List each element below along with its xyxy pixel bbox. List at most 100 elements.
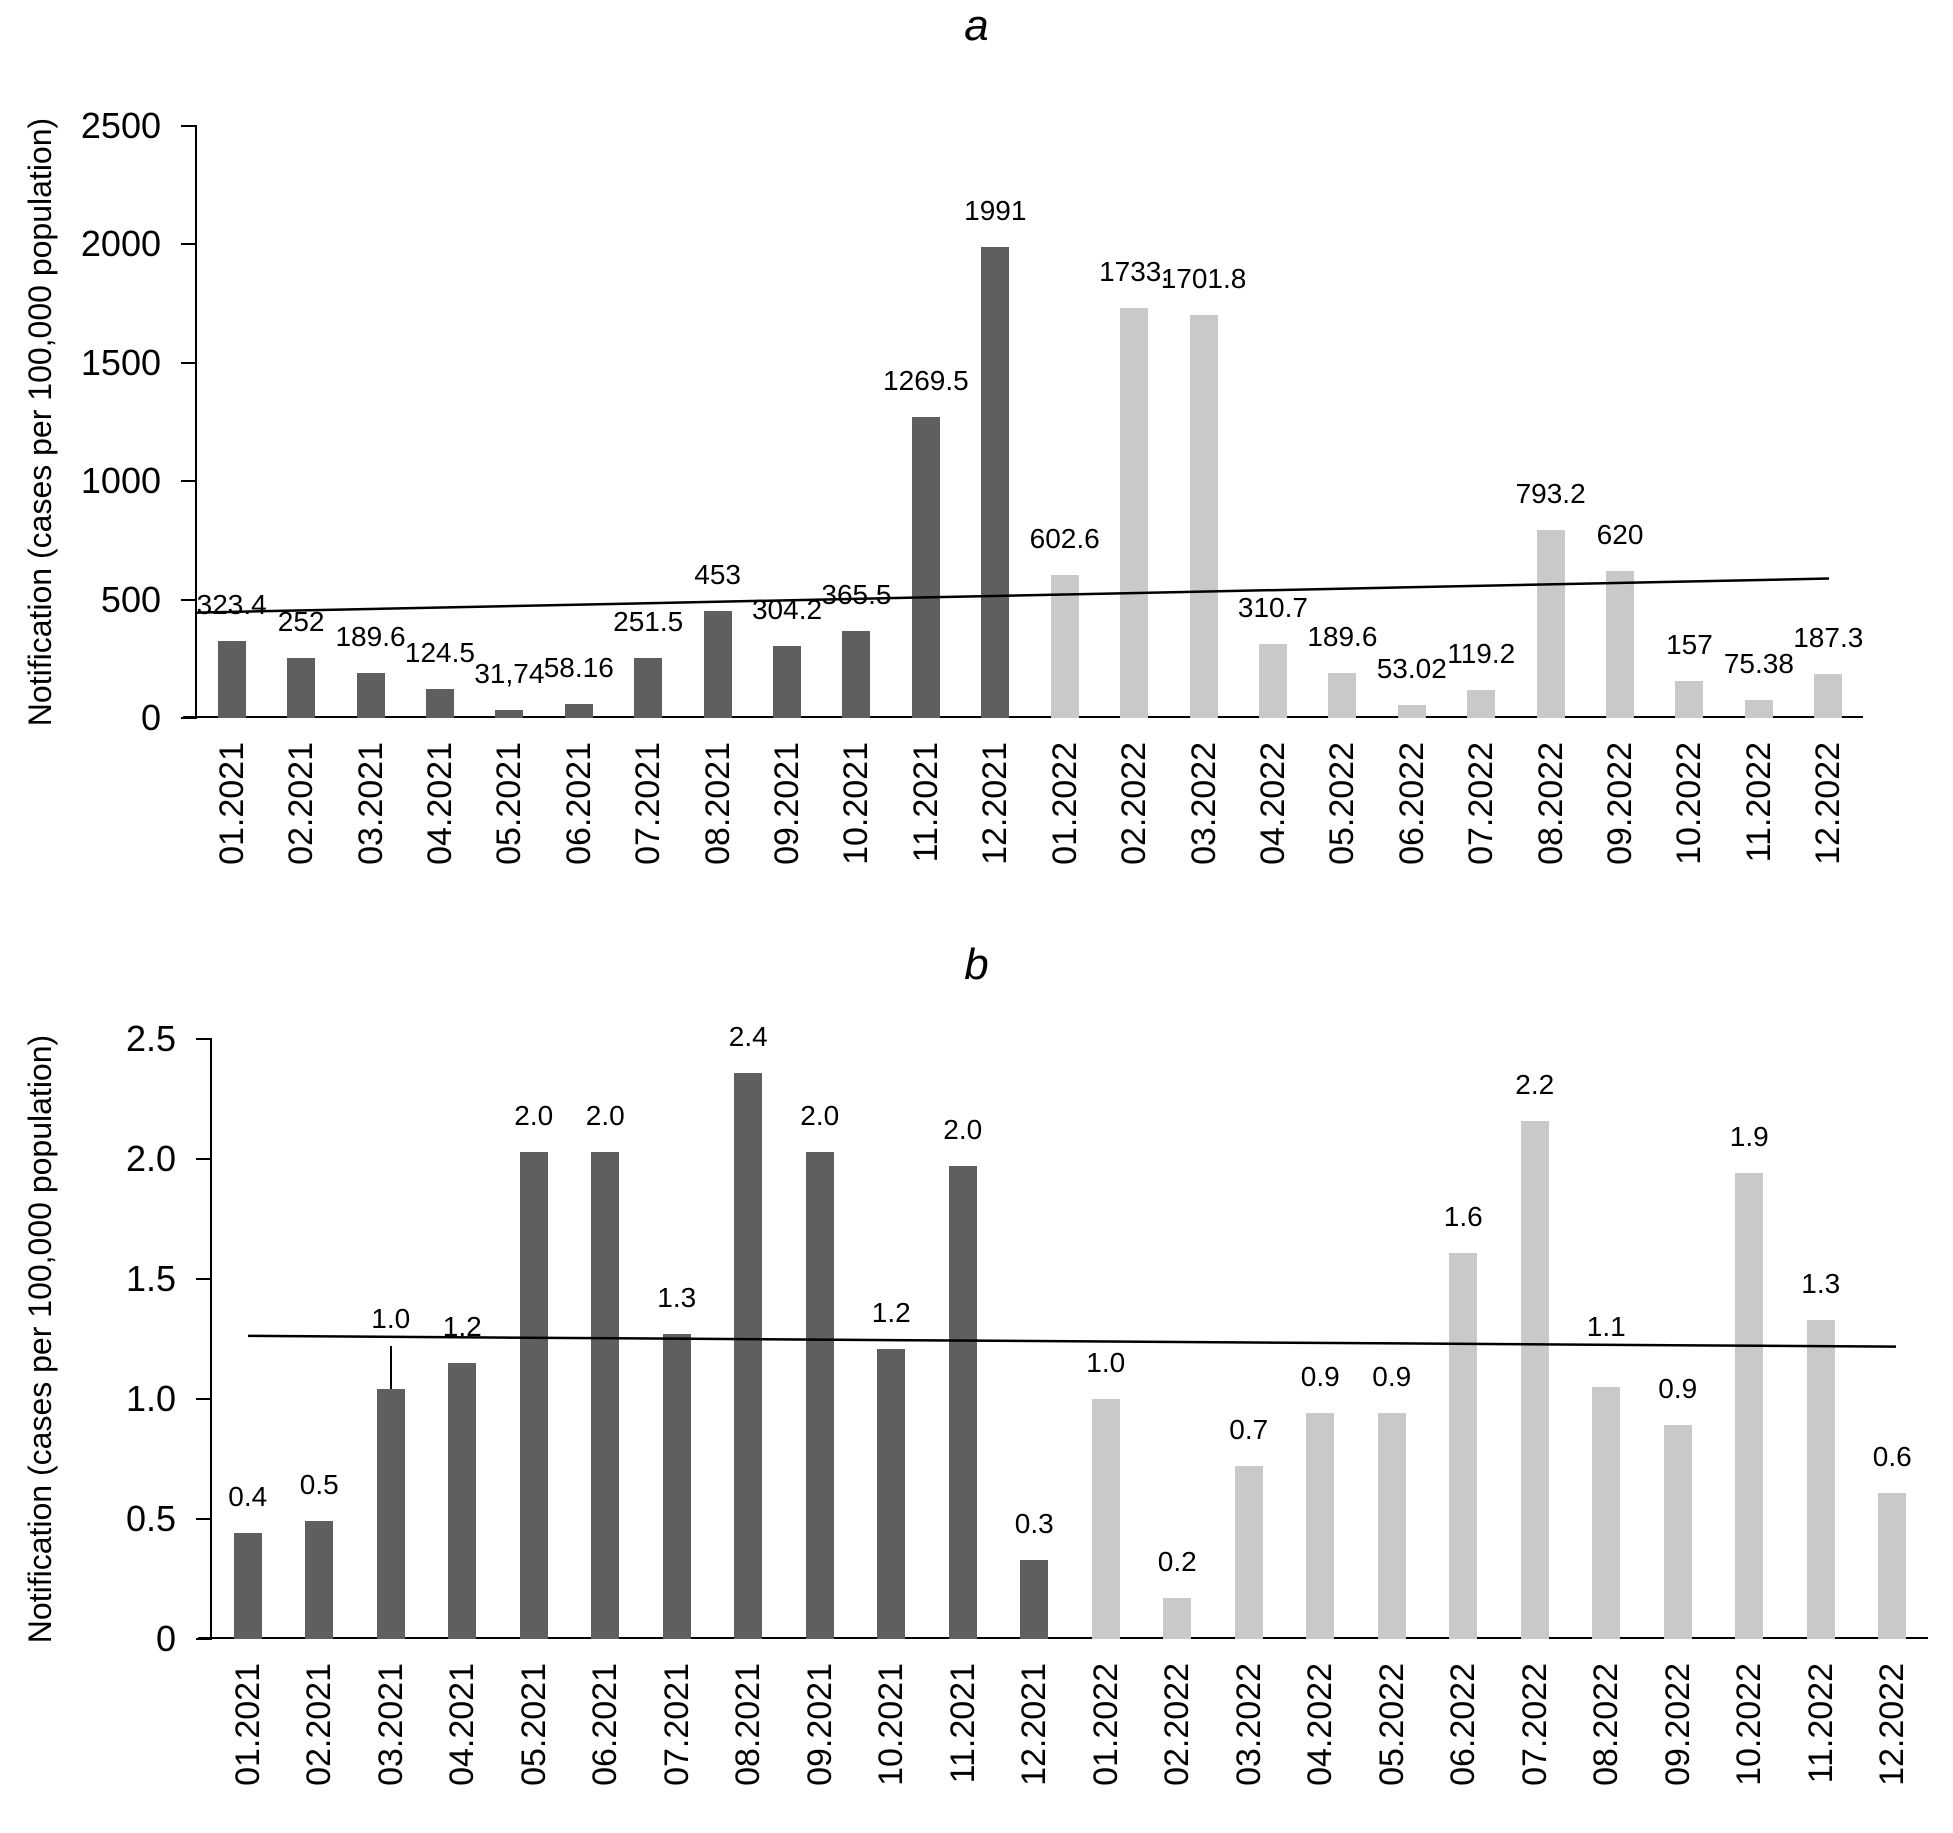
x-tick-label-10.2022: 10.2022 [1670,742,1709,865]
panel-a: a Notification (cases per 100,000 popula… [0,0,1953,905]
y-tick-label-2.5: 2.5 [125,1018,176,1059]
bar-label-11.2022: 75.38 [1723,648,1794,680]
bar-label-08.2022: 1.1 [1586,1311,1626,1342]
label-leader-line [389,1346,392,1390]
x-tick-label-01.2022: 01.2022 [1045,742,1084,865]
y-tick-mark [181,243,197,246]
bar-label-01.2022: 1.0 [1086,1347,1126,1378]
y-tick-mark [196,1638,212,1640]
bar-12.2021 [981,246,1010,718]
bar-12.2022 [1814,673,1843,718]
bar-label-04.2022: 0.9 [1300,1361,1340,1393]
bar-09.2022 [1663,1425,1692,1639]
bar-08.2021 [734,1072,763,1639]
x-tick-label-11.2022: 11.2022 [1801,1663,1840,1784]
y-tick-label-0: 0 [155,1618,176,1659]
x-tick-label-04.2021: 04.2021 [420,742,459,865]
x-tick-label-03.2021: 03.2021 [351,742,390,865]
x-tick-label-10.2021: 10.2021 [872,1663,911,1786]
bar-01.2022 [1050,575,1079,718]
bar-label-10.2021: 1.2 [871,1296,911,1328]
x-tick-label-04.2022: 04.2022 [1253,742,1292,865]
bar-label-04.2021: 1.2 [442,1311,482,1342]
x-tick-label-11.2021: 11.2021 [943,1663,982,1784]
bar-04.2022 [1258,644,1287,718]
y-tick-label-0.5: 0.5 [125,1498,176,1539]
x-tick-label-07.2021: 07.2021 [629,742,668,865]
bar-11.2022 [1806,1319,1835,1639]
bar-label-09.2022: 620 [1596,519,1644,551]
bar-label-10.2022: 1.9 [1729,1121,1769,1153]
bar-label-12.2021: 0.3 [1014,1507,1054,1539]
x-tick-label-12.2022: 12.2022 [1873,1663,1912,1786]
x-tick-label-12.2021: 12.2021 [1015,1663,1054,1786]
x-tick-label-05.2021: 05.2021 [490,742,529,865]
x-tick-label-12.2021: 12.2021 [976,742,1015,865]
x-tick-label-11.2021: 11.2021 [906,742,945,863]
x-tick-label-02.2021: 02.2021 [282,742,321,865]
x-tick-label-08.2021: 08.2021 [729,1663,768,1786]
bar-11.2022 [1744,700,1773,718]
bar-05.2022 [1377,1413,1406,1639]
bar-label-07.2021: 1.3 [657,1282,697,1314]
bar-07.2021 [634,658,663,718]
x-tick-label-03.2022: 03.2022 [1229,1663,1268,1786]
bar-10.2022 [1675,680,1704,718]
x-tick-label-06.2021: 06.2021 [559,742,598,865]
x-tick-label-08.2022: 08.2022 [1531,742,1570,865]
x-tick-label-06.2021: 06.2021 [586,1663,625,1786]
x-tick-label-05.2022: 05.2022 [1323,742,1362,865]
x-tick-label-07.2022: 07.2022 [1462,742,1501,865]
bar-label-02.2022: 0.2 [1157,1546,1197,1578]
bar-label-03.2021: 1.0 [371,1303,411,1335]
x-tick-label-01.2022: 01.2022 [1086,1663,1125,1786]
y-tick-label-2000: 2000 [80,223,161,265]
x-axis-line [198,1637,1928,1639]
bar-10.2021 [877,1348,906,1639]
x-tick-label-02.2022: 02.2022 [1158,1663,1197,1786]
bar-05.2021 [519,1151,548,1639]
x-tick-label-09.2022: 09.2022 [1658,1663,1697,1786]
x-tick-label-09.2021: 09.2021 [768,742,807,865]
x-tick-label-09.2021: 09.2021 [800,1663,839,1786]
y-tick-mark [196,1278,212,1280]
bar-label-07.2022: 2.2 [1515,1068,1555,1100]
bar-06.2022 [1397,705,1426,718]
bar-10.2022 [1735,1173,1764,1639]
bar-05.2022 [1328,673,1357,718]
y-tick-label-1000: 1000 [80,460,161,502]
bar-label-01.2021: 0.4 [228,1481,268,1513]
bar-label-06.2021: 58.16 [543,652,614,684]
x-tick-label-06.2022: 06.2022 [1392,742,1431,865]
panel-a-y-axis-title: Notification (cases per 100,000 populati… [22,117,58,727]
bar-07.2022 [1467,689,1496,718]
x-tick-label-05.2022: 05.2022 [1372,1663,1411,1786]
bar-label-02.2022: 1733. [1099,255,1170,287]
bar-label-03.2022: 1701.8 [1160,263,1247,294]
x-tick-label-11.2022: 11.2022 [1739,742,1778,863]
bar-02.2021 [287,658,316,718]
x-tick-label-01.2021: 01.2021 [228,1663,267,1786]
x-tick-label-01.2021: 01.2021 [212,742,251,865]
bar-label-11.2022: 1.3 [1801,1267,1841,1299]
x-axis-line [183,716,1863,718]
y-tick-label-500: 500 [100,578,161,620]
y-tick-mark [181,125,197,127]
y-tick-label-2500: 2500 [80,105,161,146]
bar-label-08.2022: 793.2 [1515,478,1586,510]
x-tick-label-09.2022: 09.2022 [1601,742,1640,865]
bar-label-03.2022: 0.7 [1229,1414,1269,1446]
bar-04.2022 [1306,1413,1335,1639]
bar-07.2022 [1520,1120,1549,1639]
bar-label-05.2021: 31,74 [474,658,545,690]
bar-label-12.2022: 187.3 [1793,621,1864,653]
bar-12.2021 [1020,1559,1049,1639]
y-tick-label-1500: 1500 [80,341,161,383]
bar-01.2021 [217,641,246,718]
x-tick-label-02.2021: 02.2021 [300,1663,339,1786]
x-tick-label-03.2021: 03.2021 [371,1663,410,1786]
y-tick-mark [181,717,197,719]
bar-label-02.2021: 0.5 [299,1469,339,1501]
bar-02.2022 [1163,1598,1192,1639]
y-axis-line [210,1039,212,1639]
